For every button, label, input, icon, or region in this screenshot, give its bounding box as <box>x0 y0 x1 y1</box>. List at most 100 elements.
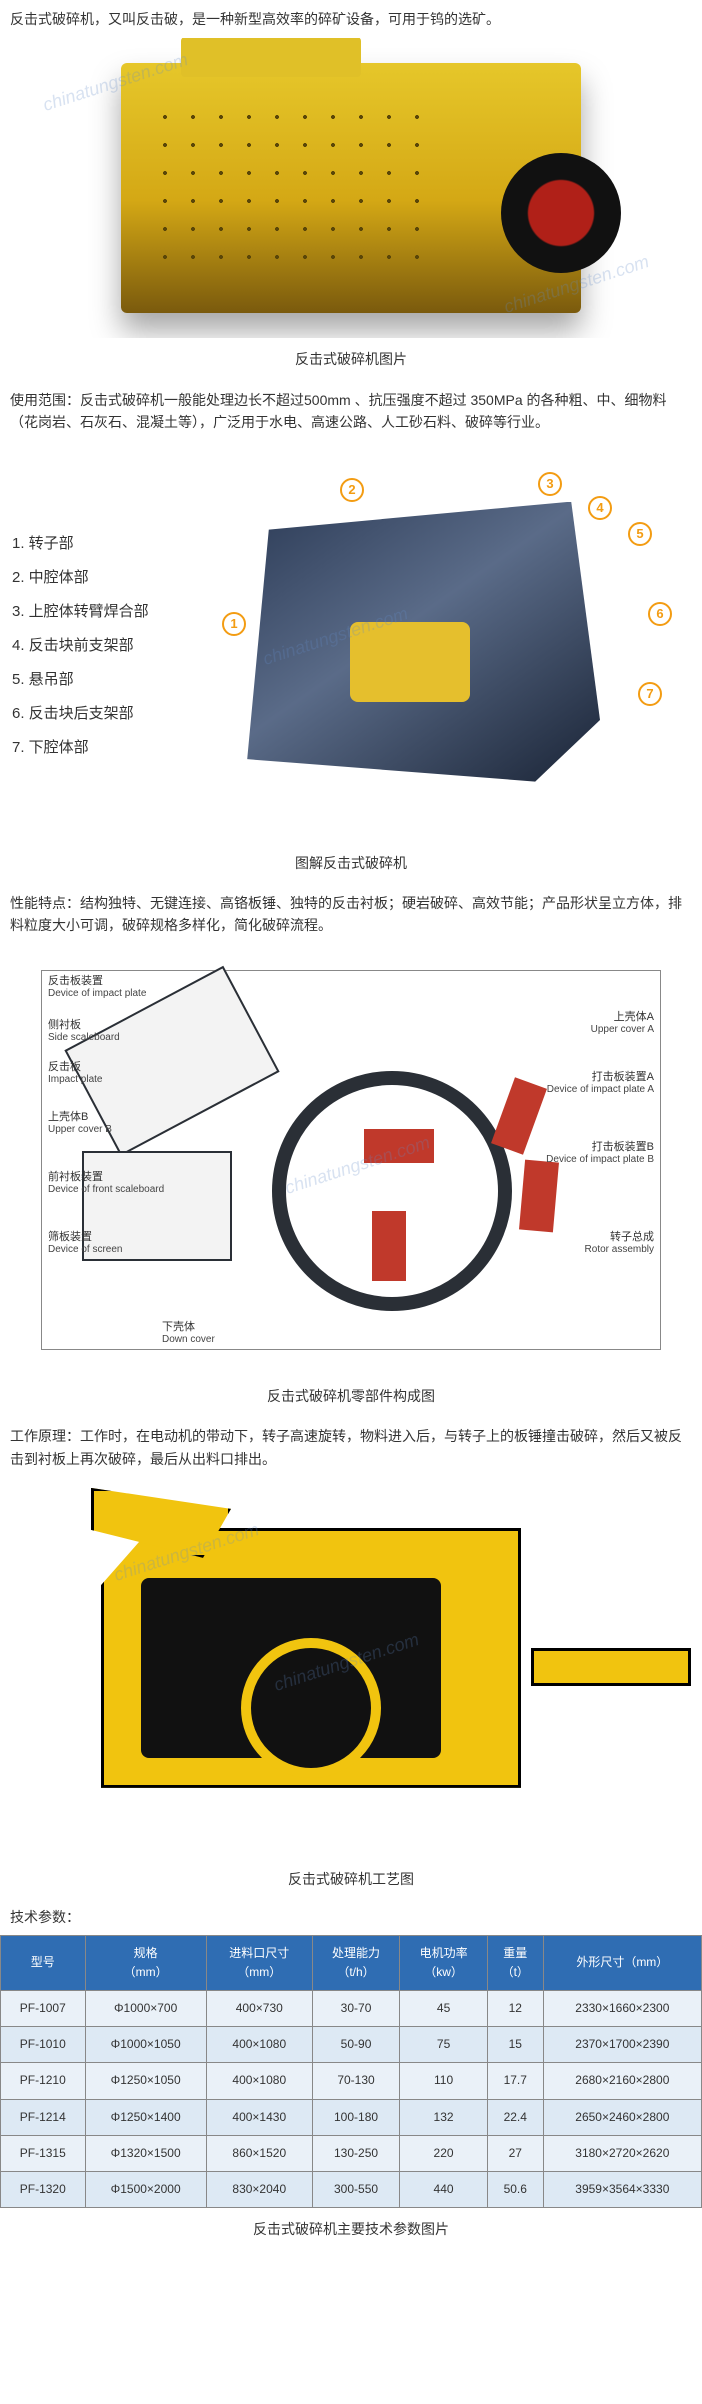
table-cell: 50.6 <box>487 2172 543 2208</box>
figure-process-diagram: chinatungsten.com chinatungsten.com <box>0 1478 702 1858</box>
caption-4: 反击式破碎机工艺图 <box>0 1858 702 1900</box>
table-cell: 440 <box>400 2172 488 2208</box>
table-cell: 400×1080 <box>206 2027 312 2063</box>
table-cell: 2680×2160×2800 <box>543 2063 701 2099</box>
sch-label-upper-b: 上壳体B Upper cover B <box>48 1111 112 1136</box>
sch-label-screen: 筛板装置 Device of screen <box>48 1231 122 1256</box>
part-label-3: 3. 上腔体转臂焊合部 <box>12 600 149 624</box>
part-label-4: 4. 反击块前支架部 <box>12 634 149 658</box>
params-table-body: PF-1007Φ1000×700400×73030-7045122330×166… <box>1 1991 702 2208</box>
caption-3: 反击式破碎机零部件构成图 <box>0 1375 702 1417</box>
part-label-7: 7. 下腔体部 <box>12 736 149 760</box>
table-cell: 15 <box>487 2027 543 2063</box>
table-cell: 860×1520 <box>206 2135 312 2171</box>
process-rotor <box>241 1638 381 1778</box>
table-cell: 22.4 <box>487 2099 543 2135</box>
table-cell: 45 <box>400 1991 488 2027</box>
table-col-5: 重量（t） <box>487 1935 543 1990</box>
part-label-6: 6. 反击块后支架部 <box>12 702 149 726</box>
table-col-2: 进料口尺寸（mm） <box>206 1935 312 1990</box>
part-label-5: 5. 悬吊部 <box>12 668 149 692</box>
adjust-bars <box>300 484 540 502</box>
table-cell: PF-1320 <box>1 2172 86 2208</box>
table-cell: 400×1080 <box>206 2063 312 2099</box>
table-row: PF-1214Φ1250×1400400×1430100-18013222.42… <box>1 2099 702 2135</box>
table-cell: 27 <box>487 2135 543 2171</box>
params-label: 技术参数： <box>0 1900 702 1934</box>
table-cell: 830×2040 <box>206 2172 312 2208</box>
table-col-0: 型号 <box>1 1935 86 1990</box>
table-cell: 12 <box>487 1991 543 2027</box>
table-cell: 400×730 <box>206 1991 312 2027</box>
callout-4: 4 <box>588 496 612 520</box>
sch-label-impact-a: 打击板装置A Device of impact plate A <box>547 1071 654 1096</box>
sch-label-front-scale: 前衬板装置 Device of front scaleboard <box>48 1171 164 1196</box>
table-col-1: 规格（mm） <box>85 1935 206 1990</box>
part-label-2: 2. 中腔体部 <box>12 566 149 590</box>
hammer-b <box>519 1159 559 1232</box>
table-cell: PF-1210 <box>1 2063 86 2099</box>
sch-label-impact-plate2: 反击板 Impact plate <box>48 1061 102 1086</box>
caption-5: 反击式破碎机主要技术参数图片 <box>0 2208 702 2250</box>
table-cell: 3959×3564×3330 <box>543 2172 701 2208</box>
callout-3: 3 <box>538 472 562 496</box>
machine-bolt-grid <box>151 103 441 273</box>
table-cell: PF-1007 <box>1 1991 86 2027</box>
table-cell: 100-180 <box>312 2099 400 2135</box>
table-cell: PF-1214 <box>1 2099 86 2135</box>
table-cell: Φ1250×1400 <box>85 2099 206 2135</box>
table-col-4: 电机功率（kw） <box>400 1935 488 1990</box>
cutaway-body <box>240 502 600 782</box>
table-cell: PF-1315 <box>1 2135 86 2171</box>
figure-machine-photo: chinatungsten.com chinatungsten.com <box>0 38 702 338</box>
table-cell: Φ1000×1050 <box>85 2027 206 2063</box>
table-cell: 130-250 <box>312 2135 400 2171</box>
table-cell: Φ1500×2000 <box>85 2172 206 2208</box>
sch-label-impact-b: 打击板装置B Device of impact plate B <box>546 1141 654 1166</box>
sch-label-down-cover: 下壳体 Down cover <box>162 1321 215 1346</box>
table-cell: 2650×2460×2800 <box>543 2099 701 2135</box>
callout-5: 5 <box>628 522 652 546</box>
table-cell: 50-90 <box>312 2027 400 2063</box>
params-table: 型号规格（mm）进料口尺寸（mm）处理能力（t/h）电机功率（kw）重量（t）外… <box>0 1935 702 2209</box>
figure-parts-schematic: 反击板装置 Device of impact plate 侧衬板 Side sc… <box>0 945 702 1375</box>
principle-text: 工作原理：工作时，在电动机的带动下，转子高速旋转，物料进入后，与转子上的板锤撞击… <box>0 1417 702 1478</box>
table-cell: 400×1430 <box>206 2099 312 2135</box>
schematic-frame: 反击板装置 Device of impact plate 侧衬板 Side sc… <box>41 970 661 1350</box>
cutaway-rotor <box>350 622 470 702</box>
table-col-6: 外形尺寸（mm） <box>543 1935 701 1990</box>
params-table-head: 型号规格（mm）进料口尺寸（mm）处理能力（t/h）电机功率（kw）重量（t）外… <box>1 1935 702 1990</box>
hammer-a <box>491 1077 547 1154</box>
table-cell: 75 <box>400 2027 488 2063</box>
table-cell: Φ1320×1500 <box>85 2135 206 2171</box>
hammer-inner-1 <box>364 1129 434 1163</box>
table-cell: 17.7 <box>487 2063 543 2099</box>
sch-label-upper-a: 上壳体A Upper cover A <box>591 1011 654 1036</box>
caption-2: 图解反击式破碎机 <box>0 842 702 884</box>
table-cell: 2330×1660×2300 <box>543 1991 701 2027</box>
table-row: PF-1315Φ1320×1500860×1520130-25022027318… <box>1 2135 702 2171</box>
table-cell: Φ1250×1050 <box>85 2063 206 2099</box>
sch-label-impact-plate: 反击板装置 Device of impact plate <box>48 975 146 1000</box>
callout-2: 2 <box>340 478 364 502</box>
scope-text: 使用范围：反击式破碎机一般能处理边长不超过500mm 、抗压强度不超过 350M… <box>0 381 702 442</box>
table-cell: 220 <box>400 2135 488 2171</box>
table-cell: 3180×2720×2620 <box>543 2135 701 2171</box>
table-cell: PF-1010 <box>1 2027 86 2063</box>
figure-exploded-diagram: 1. 转子部 2. 中腔体部 3. 上腔体转臂焊合部 4. 反击块前支架部 5.… <box>0 442 702 842</box>
table-cell: 70-130 <box>312 2063 400 2099</box>
machine-body <box>121 63 581 313</box>
process-frame: chinatungsten.com chinatungsten.com <box>71 1498 631 1838</box>
intro-text: 反击式破碎机，又叫反击破，是一种新型高效率的碎矿设备，可用于钨的选矿。 <box>0 0 702 38</box>
process-arm <box>531 1648 691 1686</box>
table-row: PF-1210Φ1250×1050400×108070-13011017.726… <box>1 2063 702 2099</box>
table-cell: 132 <box>400 2099 488 2135</box>
part-label-1: 1. 转子部 <box>12 532 149 556</box>
table-cell: 2370×1700×2390 <box>543 2027 701 2063</box>
callout-6: 6 <box>648 602 672 626</box>
features-text: 性能特点：结构独特、无键连接、高铬板锤、独特的反击衬板；硬岩破碎、高效节能；产品… <box>0 884 702 945</box>
callout-1: 1 <box>222 612 246 636</box>
table-col-3: 处理能力（t/h） <box>312 1935 400 1990</box>
table-cell: 110 <box>400 2063 488 2099</box>
table-row: PF-1010Φ1000×1050400×108050-9075152370×1… <box>1 2027 702 2063</box>
